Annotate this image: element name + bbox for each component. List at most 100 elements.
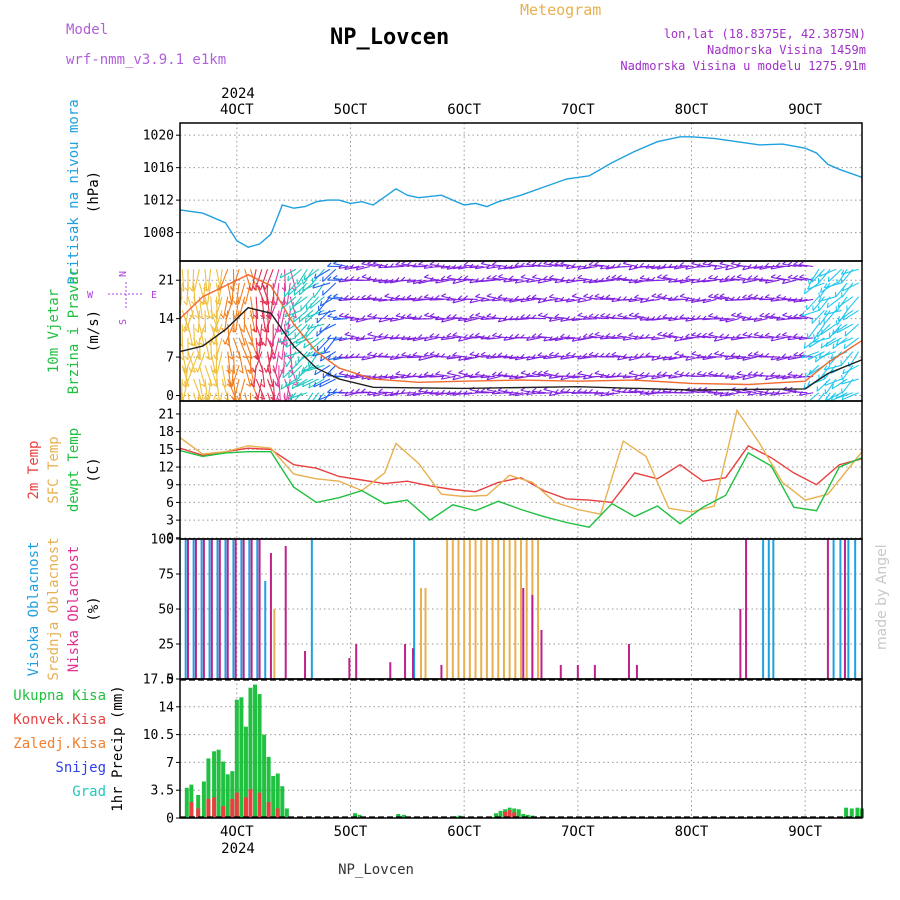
wind-barb-flag [248,286,253,292]
wind-barb-flag [645,264,650,269]
wind-barb [787,356,802,361]
wind-barb [480,318,495,320]
wind-barb-flag [554,389,559,394]
wind-barb-flag [616,263,622,268]
wind-barb-flag [401,351,406,356]
wind-barb-flag [622,353,627,358]
wind-barb-flag [366,390,371,396]
wind-barb-flag [807,354,811,360]
wind-barb-flag [246,383,251,388]
wind-barb-flag [318,394,322,400]
wind-barb [719,295,734,300]
wind-barb-flag [787,261,793,266]
wind-barb-flag [338,312,344,317]
wind-barb-flag [645,352,651,357]
bar-visoka [264,581,267,679]
wind-barb-flag [231,395,235,401]
wind-barb-flag [690,315,696,320]
wind-barb-flag [295,375,298,381]
bar-srednja [497,539,500,679]
wind-barb [668,356,683,361]
wind-barb-flag [220,313,225,319]
wind-barb [232,351,236,374]
wind-barb [588,335,603,339]
wind-barb-flag [486,313,492,317]
wind-barb-flag [588,388,593,394]
wind-barb-flag [633,335,639,340]
wind-barb [807,323,820,339]
wind-barb-flag [835,320,838,326]
wind-barb-flag [807,284,811,290]
wind-barb [378,391,393,394]
bar-konvekkisa [507,810,512,818]
wind-barb [537,354,552,358]
wind-barb-flag [696,263,701,268]
wind-barb [549,296,564,300]
wind-barb-flag [787,371,793,375]
wind-barb-flag [492,261,497,266]
wind-barb-flag [565,297,570,303]
wind-barb-flag [332,275,338,279]
wind-barb-flag [708,293,714,298]
x-tick-label-top: 6OCT [447,102,481,118]
wind-barb [378,318,393,323]
wind-barb-flag [474,264,479,270]
wind-barb [373,392,388,397]
wind-barb [197,310,200,333]
wind-barb-flag [306,324,311,330]
wind-barb-flag [571,389,576,394]
wind-barb-flag [548,391,553,396]
y-tick-label: 6 [166,496,174,511]
wind-barb [446,372,461,377]
wind-barb [238,378,246,401]
wind-barb-flag [406,313,412,318]
bar-srednja [451,539,454,679]
wind-barb [492,264,507,268]
bar-srednja [419,588,422,679]
wind-barb-flag [537,333,543,337]
wind-barb [503,279,518,283]
wind-barb [208,392,212,401]
wind-barb-flag [554,313,560,318]
wind-barb-flag [713,390,718,395]
bar-niska [194,539,197,679]
wind-barb [233,378,240,401]
wind-barb [238,282,246,305]
wind-barb-flag [730,375,735,380]
bar-konvekkisa [248,789,253,818]
wind-barb [308,378,325,389]
wind-barb-flag [577,312,583,316]
wind-barb-flag [446,332,452,337]
wind-barb [808,268,820,285]
wind-barb-flag [383,263,389,268]
wind-barb [480,279,495,283]
wind-barb-flag [799,274,805,278]
bar-visoka [192,539,195,679]
y-axis-label: Brzina i Pravac [66,268,82,394]
wind-barb-flag [491,352,497,358]
wind-barb [314,364,331,376]
wind-barb-flag [250,382,255,388]
wind-barb-flag [214,299,219,305]
wind-barb-flag [554,278,559,284]
wind-barb-flag [198,314,203,319]
wind-barb [306,296,320,311]
wind-barb [702,298,717,304]
wind-barb-flag [657,331,663,335]
wind-barb [185,351,195,373]
wind-barb-flag [228,300,233,306]
wind-barb-flag [668,355,673,361]
wind-barb-flag [378,297,383,302]
wind-barb-flag [372,296,377,301]
wind-barb-flag [286,355,292,361]
wind-barb [463,356,478,361]
compass-east-label: E [151,290,157,301]
wind-barb [412,354,427,358]
wind-barb-flag [820,343,823,349]
wind-barb-flag [520,274,526,278]
wind-barb [207,269,212,292]
wind-barb-flag [361,388,366,393]
wind-barb-flag [565,334,570,340]
bar-visoka [200,539,203,679]
wind-barb [194,269,200,291]
